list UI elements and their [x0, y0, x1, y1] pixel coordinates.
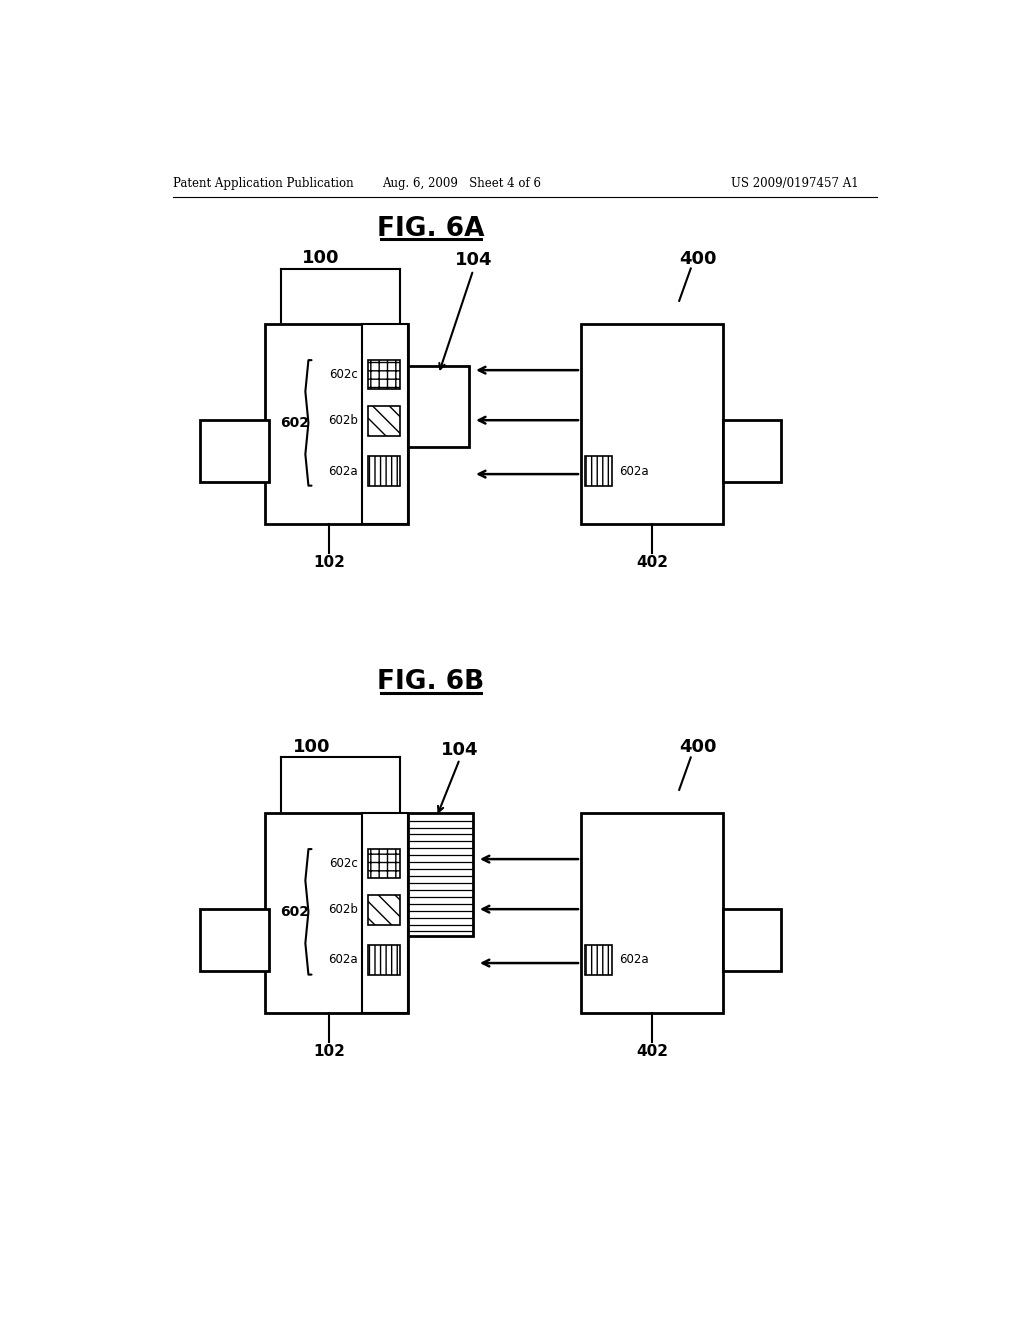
Bar: [368, 945, 400, 974]
Bar: [368, 895, 400, 924]
Text: 400: 400: [680, 249, 717, 268]
Text: 602b: 602b: [328, 903, 357, 916]
Bar: [585, 457, 611, 486]
Text: 104: 104: [441, 741, 478, 759]
Bar: [361, 323, 408, 524]
Text: 100: 100: [302, 248, 340, 267]
Text: 602a: 602a: [620, 465, 649, 478]
Text: 602a: 602a: [328, 465, 357, 478]
Text: 602b: 602b: [328, 414, 357, 428]
Text: 602a: 602a: [620, 953, 649, 966]
Bar: [368, 407, 400, 436]
Bar: [581, 323, 724, 524]
Text: 602c: 602c: [329, 857, 357, 870]
Bar: [408, 813, 473, 936]
Text: 400: 400: [680, 738, 717, 756]
Text: 402: 402: [636, 556, 669, 570]
Bar: [368, 457, 400, 486]
Text: US 2009/0197457 A1: US 2009/0197457 A1: [731, 177, 859, 190]
Text: 102: 102: [313, 1044, 345, 1059]
Text: 100: 100: [293, 738, 331, 755]
Bar: [200, 420, 269, 482]
Bar: [724, 420, 781, 482]
Bar: [265, 813, 408, 1014]
Text: Aug. 6, 2009   Sheet 4 of 6: Aug. 6, 2009 Sheet 4 of 6: [382, 177, 541, 190]
Bar: [200, 909, 269, 970]
Text: FIG. 6A: FIG. 6A: [377, 216, 484, 243]
Text: 102: 102: [313, 556, 345, 570]
Text: 602a: 602a: [328, 953, 357, 966]
Text: 602c: 602c: [329, 368, 357, 381]
Bar: [585, 945, 611, 974]
Text: 104: 104: [455, 251, 492, 269]
Text: 602: 602: [281, 904, 309, 919]
Bar: [581, 813, 724, 1014]
Bar: [368, 849, 400, 878]
Bar: [361, 813, 408, 1014]
Bar: [724, 909, 781, 970]
Text: 402: 402: [636, 1044, 669, 1059]
Text: 602: 602: [281, 416, 309, 430]
Bar: [408, 367, 469, 447]
Text: Patent Application Publication: Patent Application Publication: [173, 177, 353, 190]
Bar: [368, 360, 400, 389]
Bar: [265, 323, 408, 524]
Text: FIG. 6B: FIG. 6B: [377, 669, 484, 696]
